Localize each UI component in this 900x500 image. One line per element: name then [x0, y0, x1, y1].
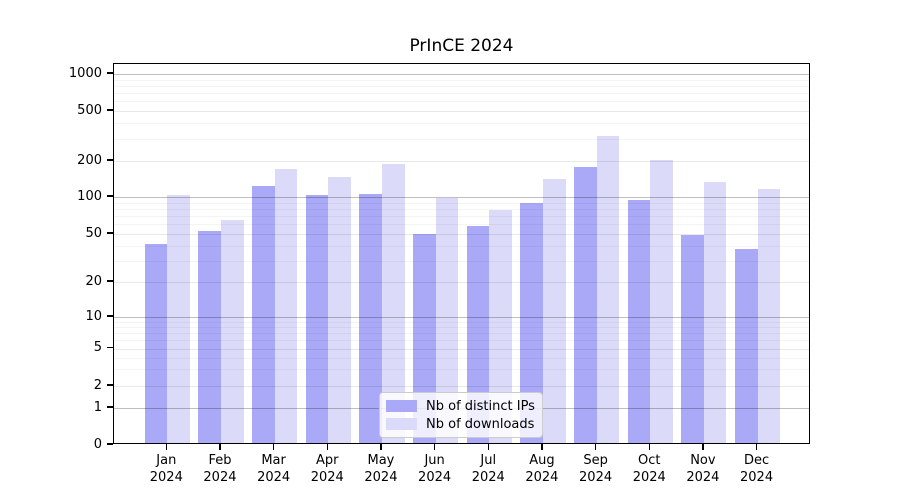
bar-nov-distinct-ips: [681, 235, 704, 443]
bar-jul-distinct-ips: [466, 225, 490, 443]
y-tick-label-20: 20: [85, 273, 102, 289]
plot-area: [113, 63, 810, 444]
y-tick-label-0: 0: [93, 436, 102, 452]
y-tick-label-5: 5: [93, 340, 102, 355]
x-tick-mark-may: [380, 444, 382, 450]
y-tick-label-2: 2: [93, 377, 102, 393]
bar-aug-downloads: [542, 179, 566, 443]
x-tick-mark-apr: [326, 444, 328, 450]
x-tick-mark-aug: [541, 444, 543, 450]
y-tick-mark-1000: [107, 72, 113, 74]
x-tick-year-apr: 2024: [310, 470, 344, 485]
x-tick-mark-oct: [648, 444, 650, 450]
bar-may-downloads: [381, 163, 405, 443]
x-tick-label-apr: Apr 2024: [297, 452, 357, 486]
x-tick-label-jul: Jul 2024: [458, 452, 518, 486]
bar-jan-distinct-ips: [144, 243, 168, 443]
bar-aug-distinct-ips: [520, 203, 543, 443]
bar-dec-distinct-ips: [734, 249, 758, 443]
y-tick-mark-5: [107, 346, 113, 349]
y-tick-mark-100: [107, 195, 113, 197]
x-tick-year-jul: 2024: [471, 470, 505, 485]
x-tick-mark-mar: [272, 444, 275, 450]
bar-oct-downloads: [650, 159, 673, 443]
x-tick-mark-feb: [219, 444, 221, 450]
x-tick-mark-sep: [594, 444, 597, 450]
y-tick-mark-0: [107, 443, 113, 445]
x-tick-year-may: 2024: [364, 470, 398, 485]
legend-item-downloads: Nb of downloads: [386, 416, 534, 432]
y-tick-mark-1: [107, 406, 113, 408]
y-tick-label-100: 100: [77, 188, 102, 204]
bar-jun-downloads: [435, 198, 459, 443]
legend-swatch-distinct-ips: [386, 400, 417, 412]
y-tick-mark-20: [107, 280, 113, 282]
legend-label-distinct-ips: Nb of distinct IPs: [426, 398, 535, 414]
bar-feb-downloads: [220, 219, 244, 443]
bar-jan-downloads: [167, 195, 190, 443]
chart-title: PrInCE 2024: [409, 36, 514, 56]
x-tick-label-mar: Mar 2024: [244, 452, 304, 486]
bar-sep-distinct-ips: [573, 167, 597, 443]
bar-mar-downloads: [274, 169, 298, 443]
y-tick-mark-500: [107, 109, 113, 111]
x-tick-label-oct: Oct 2024: [619, 452, 679, 486]
x-tick-year-oct: 2024: [632, 470, 666, 485]
x-tick-label-sep: Sep 2024: [566, 452, 626, 486]
y-tick-label-1: 1: [93, 399, 102, 415]
y-tick-mark-10: [107, 315, 113, 317]
y-tick-label-500: 500: [77, 102, 102, 118]
x-tick-year-dec: 2024: [740, 470, 774, 485]
x-tick-label-jan: Jan 2024: [136, 452, 196, 486]
x-tick-year-jan: 2024: [149, 470, 183, 485]
x-tick-label-aug: Aug 2024: [512, 452, 572, 486]
bar-apr-downloads: [328, 176, 351, 443]
bar-layer: [114, 64, 809, 443]
y-tick-mark-50: [107, 232, 113, 234]
x-tick-mark-jul: [487, 444, 489, 450]
y-tick-label-200: 200: [77, 152, 102, 168]
y-tick-label-1000: 1000: [68, 65, 102, 81]
bar-apr-distinct-ips: [305, 195, 329, 443]
bar-oct-distinct-ips: [627, 200, 651, 443]
bar-dec-downloads: [757, 189, 781, 443]
x-tick-year-aug: 2024: [525, 470, 559, 485]
y-tick-mark-200: [107, 159, 113, 161]
bar-may-distinct-ips: [359, 194, 382, 443]
x-tick-mark-nov: [702, 444, 704, 450]
x-tick-label-dec: Dec 2024: [727, 452, 787, 486]
x-tick-year-jun: 2024: [418, 470, 452, 485]
legend: Nb of distinct IPs Nb of downloads: [379, 392, 543, 438]
x-tick-year-nov: 2024: [686, 470, 720, 485]
bar-mar-distinct-ips: [252, 186, 275, 443]
legend-item-distinct-ips: Nb of distinct IPs: [386, 398, 535, 414]
x-tick-label-may: May 2024: [351, 452, 411, 486]
x-tick-year-feb: 2024: [203, 470, 237, 485]
x-tick-mark-dec: [755, 444, 758, 450]
x-tick-year-mar: 2024: [257, 470, 291, 485]
x-tick-label-feb: Feb 2024: [190, 452, 250, 486]
y-tick-label-10: 10: [85, 308, 102, 324]
bar-jun-distinct-ips: [413, 234, 436, 443]
bar-nov-downloads: [703, 182, 727, 443]
x-tick-label-nov: Nov 2024: [673, 452, 733, 486]
x-tick-mark-jun: [433, 444, 436, 450]
bar-feb-distinct-ips: [198, 230, 221, 443]
bar-jul-downloads: [489, 209, 512, 443]
x-tick-mark-jan: [165, 444, 167, 450]
x-tick-year-sep: 2024: [579, 470, 613, 485]
legend-label-downloads: Nb of downloads: [426, 416, 535, 432]
bar-sep-downloads: [596, 135, 620, 443]
legend-swatch-downloads: [386, 418, 417, 430]
x-tick-label-jun: Jun 2024: [405, 452, 465, 486]
y-tick-mark-2: [107, 384, 113, 386]
y-tick-label-50: 50: [85, 225, 102, 241]
